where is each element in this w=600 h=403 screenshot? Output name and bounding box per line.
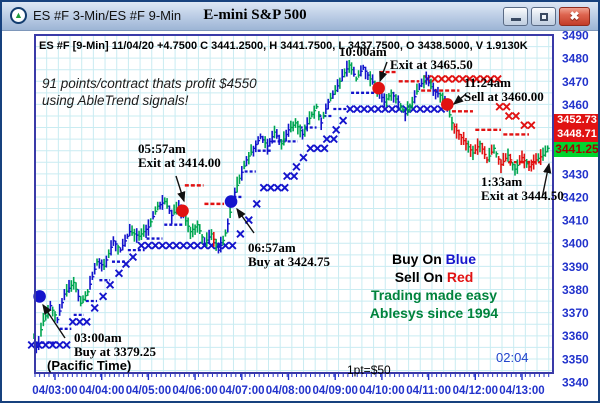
minimize-icon bbox=[511, 18, 521, 21]
x-axis-label: 04/10:00 bbox=[359, 385, 404, 397]
x-axis-label: 04/09:00 bbox=[312, 385, 357, 397]
x-axis-label: 04/13:00 bbox=[499, 385, 544, 397]
close-button[interactable]: ✖ bbox=[559, 7, 590, 26]
x-axis-label: 04/12:00 bbox=[453, 385, 498, 397]
minimize-button[interactable] bbox=[503, 7, 528, 26]
y-axis-label: 3410 bbox=[562, 214, 589, 228]
y-axis-label: 3380 bbox=[562, 283, 589, 297]
maximize-icon bbox=[540, 13, 548, 21]
chart-title: E-mini S&P 500 bbox=[203, 7, 307, 23]
annotation-exit-557am: 05:57am Exit at 3414.00 bbox=[138, 141, 221, 170]
price-badge-red: 3452.73 3448.71 bbox=[554, 114, 598, 142]
y-axis-label: 3420 bbox=[562, 190, 589, 204]
y-axis-label: 3490 bbox=[562, 29, 589, 43]
y-axis-label: 3370 bbox=[562, 306, 589, 320]
price-badge-last: 3441.25 bbox=[554, 142, 599, 157]
y-axis-label: 3340 bbox=[562, 375, 589, 389]
point-value-label: 1pt=$50 bbox=[347, 363, 391, 377]
annotation-exit-10am-time: 10:00am bbox=[339, 44, 387, 59]
maximize-button[interactable] bbox=[531, 7, 556, 26]
annotation-exit-133am: 1:33am Exit at 3444.50 bbox=[481, 174, 564, 203]
annotation-exit-10am-price: Exit at 3465.50 bbox=[390, 57, 473, 72]
signal-legend: Buy On Blue Sell On Red Trading made eas… bbox=[369, 251, 499, 321]
legend-blue-word: Blue bbox=[445, 251, 476, 267]
y-axis-label: 3460 bbox=[562, 98, 589, 112]
legend-red-word: Red bbox=[446, 269, 474, 285]
annotation-buy-657am: 06:57am Buy at 3424.75 bbox=[248, 240, 330, 269]
annotation-buy-3am: 03:00am Buy at 3379.25 bbox=[74, 330, 156, 359]
annotation-sell-1124am: 11:24am Sell at 3460.00 bbox=[464, 75, 544, 104]
session-clock: 02:04 bbox=[496, 350, 529, 365]
x-axis-label: 04/11:00 bbox=[406, 385, 451, 397]
x-axis-label: 04/08:00 bbox=[266, 385, 311, 397]
title-bar[interactable]: ▲ ES #F 3-Min/ES #F 9-Min E-mini S&P 500… bbox=[2, 2, 598, 31]
y-axis-label: 3400 bbox=[562, 237, 589, 251]
window-title: ES #F 3-Min/ES #F 9-Min bbox=[33, 8, 182, 23]
x-axis-label: 04/03:00 bbox=[32, 385, 77, 397]
x-axis-label: 04/04:00 bbox=[79, 385, 124, 397]
y-axis-label: 3470 bbox=[562, 75, 589, 89]
y-axis-label: 3350 bbox=[562, 352, 589, 366]
x-axis-label: 04/06:00 bbox=[172, 385, 217, 397]
y-axis-label: 3430 bbox=[562, 167, 589, 181]
y-axis-label: 3390 bbox=[562, 260, 589, 274]
quote-info-line: ES #F [9-Min] 11/04/20 +4.7500 C 3441.25… bbox=[39, 40, 528, 52]
close-icon: ✖ bbox=[569, 9, 580, 23]
x-axis-label: 04/07:00 bbox=[219, 385, 264, 397]
x-axis-label: 04/05:00 bbox=[126, 385, 171, 397]
y-axis-label: 3360 bbox=[562, 329, 589, 343]
ablesys-app-icon: ▲ bbox=[10, 7, 27, 24]
timezone-label: (Pacific Time) bbox=[47, 358, 132, 373]
promo-text: 91 points/contract thats profit $4550 us… bbox=[42, 76, 257, 108]
y-axis-label: 3480 bbox=[562, 52, 589, 66]
